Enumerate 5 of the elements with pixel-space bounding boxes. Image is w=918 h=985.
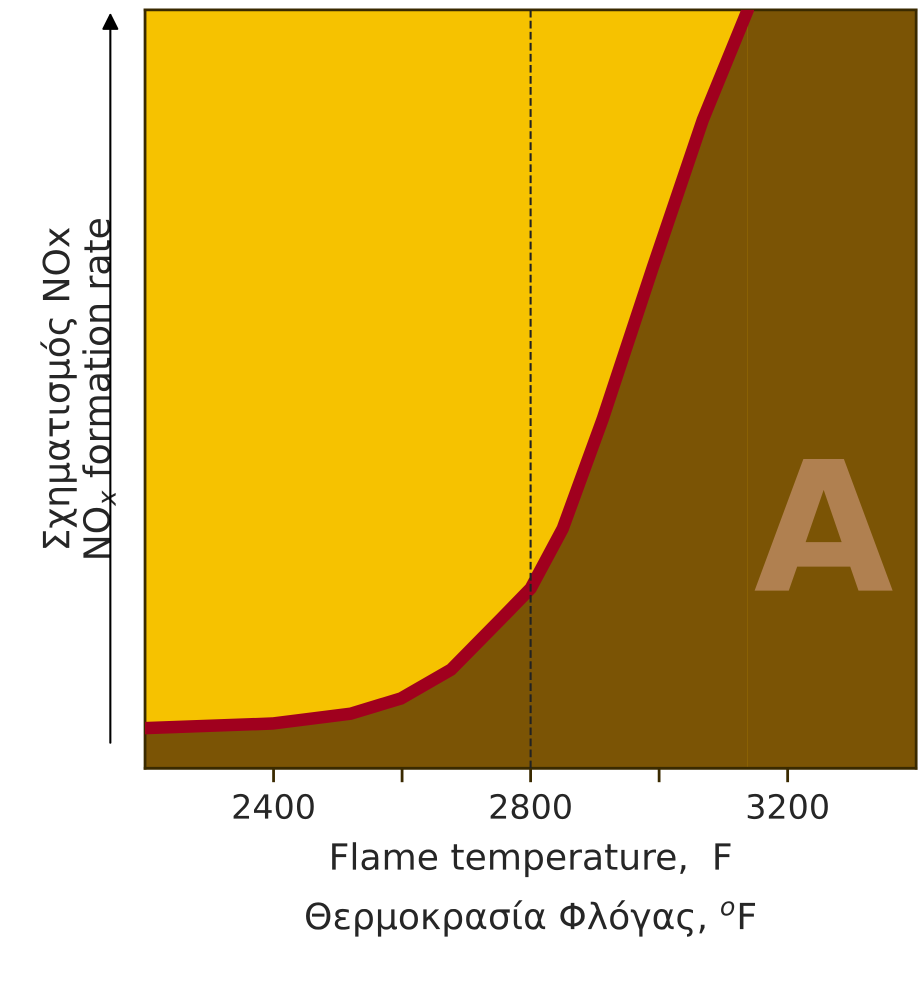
x-tick-label: 2800 [490, 794, 571, 820]
x-tick-label: 2400 [234, 794, 314, 820]
annotation: A [754, 458, 893, 591]
x-tick-label: 3200 [748, 794, 828, 820]
x-axis-title: Flame temperature, F Θερμοκρασία Φλόγας, $^{o}$F [306, 842, 756, 937]
